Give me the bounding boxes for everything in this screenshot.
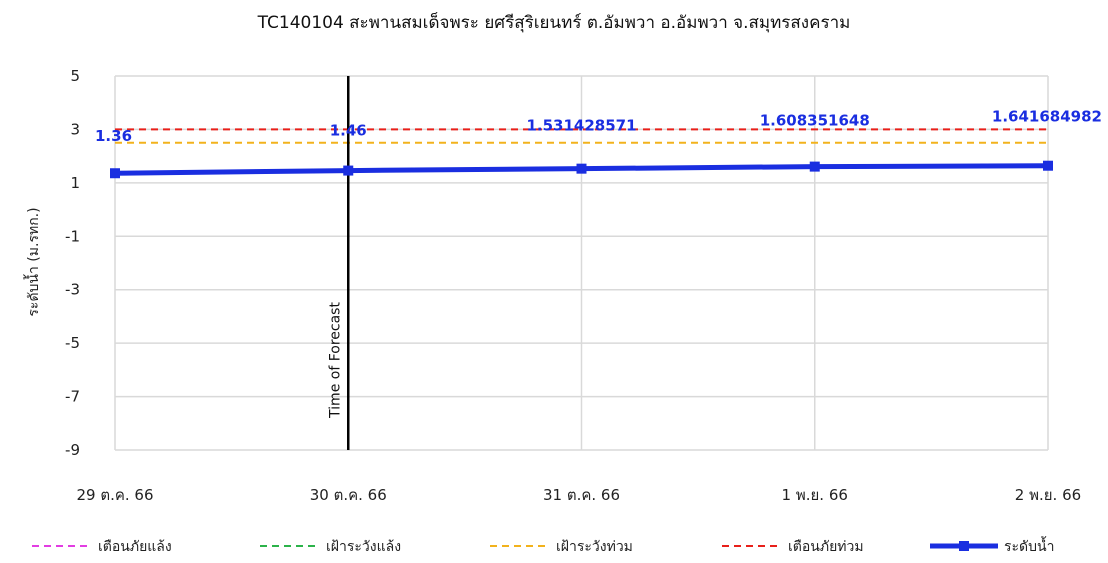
x-tick-label: 29 ต.ค. 66 bbox=[76, 486, 153, 504]
data-label: 1.36 bbox=[95, 127, 132, 145]
grid-layer bbox=[114, 75, 1049, 451]
legend-marker bbox=[959, 541, 969, 551]
chart-legend: เตือนภัยแล้ง เฝ้าระวังแล้ง เฝ้าระวังท่วม เต… bbox=[32, 536, 1054, 555]
y-tick-label: -9 bbox=[65, 441, 80, 459]
y-tick-label: 5 bbox=[70, 67, 80, 85]
y-axis-label: ระดับน้ำ (ม.รทก.) bbox=[23, 207, 42, 316]
x-tick-label: 31 ต.ค. 66 bbox=[543, 486, 620, 504]
data-label: 1.641684982 bbox=[992, 108, 1102, 126]
y-tick-label: -5 bbox=[65, 334, 80, 352]
data-point bbox=[576, 163, 587, 174]
data-label: 1.608351648 bbox=[760, 112, 870, 130]
forecast-annotation: Time of Forecast bbox=[327, 76, 350, 450]
data-labels: 1.36 1.46 1.531428571 1.608351648 1.64168498… bbox=[95, 108, 1102, 146]
data-label: 1.46 bbox=[330, 122, 367, 140]
y-tick-label: -7 bbox=[65, 388, 80, 406]
legend-label: เฝ้าระวังท่วม bbox=[556, 539, 633, 555]
data-point bbox=[110, 168, 120, 179]
y-tick-label: -1 bbox=[65, 227, 80, 245]
x-tick-label: 1 พ.ย. 66 bbox=[782, 486, 848, 504]
legend-label: ระดับน้ำ bbox=[1004, 536, 1054, 555]
data-point bbox=[343, 165, 354, 176]
y-axis-ticks: 5 3 1 -1 -3 -5 -7 -9 bbox=[65, 67, 80, 459]
forecast-label: Time of Forecast bbox=[327, 302, 343, 419]
legend-label: เตือนภัยท่วม bbox=[788, 539, 864, 555]
y-tick-label: 3 bbox=[70, 120, 80, 138]
series-layer bbox=[110, 160, 1053, 179]
x-tick-label: 2 พ.ย. 66 bbox=[1015, 486, 1081, 504]
x-axis-ticks: 29 ต.ค. 66 30 ต.ค. 66 31 ต.ค. 66 1 พ.ย. 66 2… bbox=[76, 486, 1081, 504]
data-point bbox=[1043, 160, 1053, 171]
y-tick-label: 1 bbox=[70, 174, 80, 192]
legend-label: เฝ้าระวังแล้ง bbox=[326, 539, 401, 555]
data-label: 1.531428571 bbox=[526, 117, 636, 135]
x-tick-label: 30 ต.ค. 66 bbox=[310, 486, 387, 504]
chart-title: TC140104 สะพานสมเด็จพระ ยศรีสุริเยนทร์ ต… bbox=[257, 11, 851, 33]
data-point bbox=[809, 161, 820, 172]
legend-label: เตือนภัยแล้ง bbox=[98, 539, 172, 555]
y-tick-label: -3 bbox=[65, 281, 80, 299]
